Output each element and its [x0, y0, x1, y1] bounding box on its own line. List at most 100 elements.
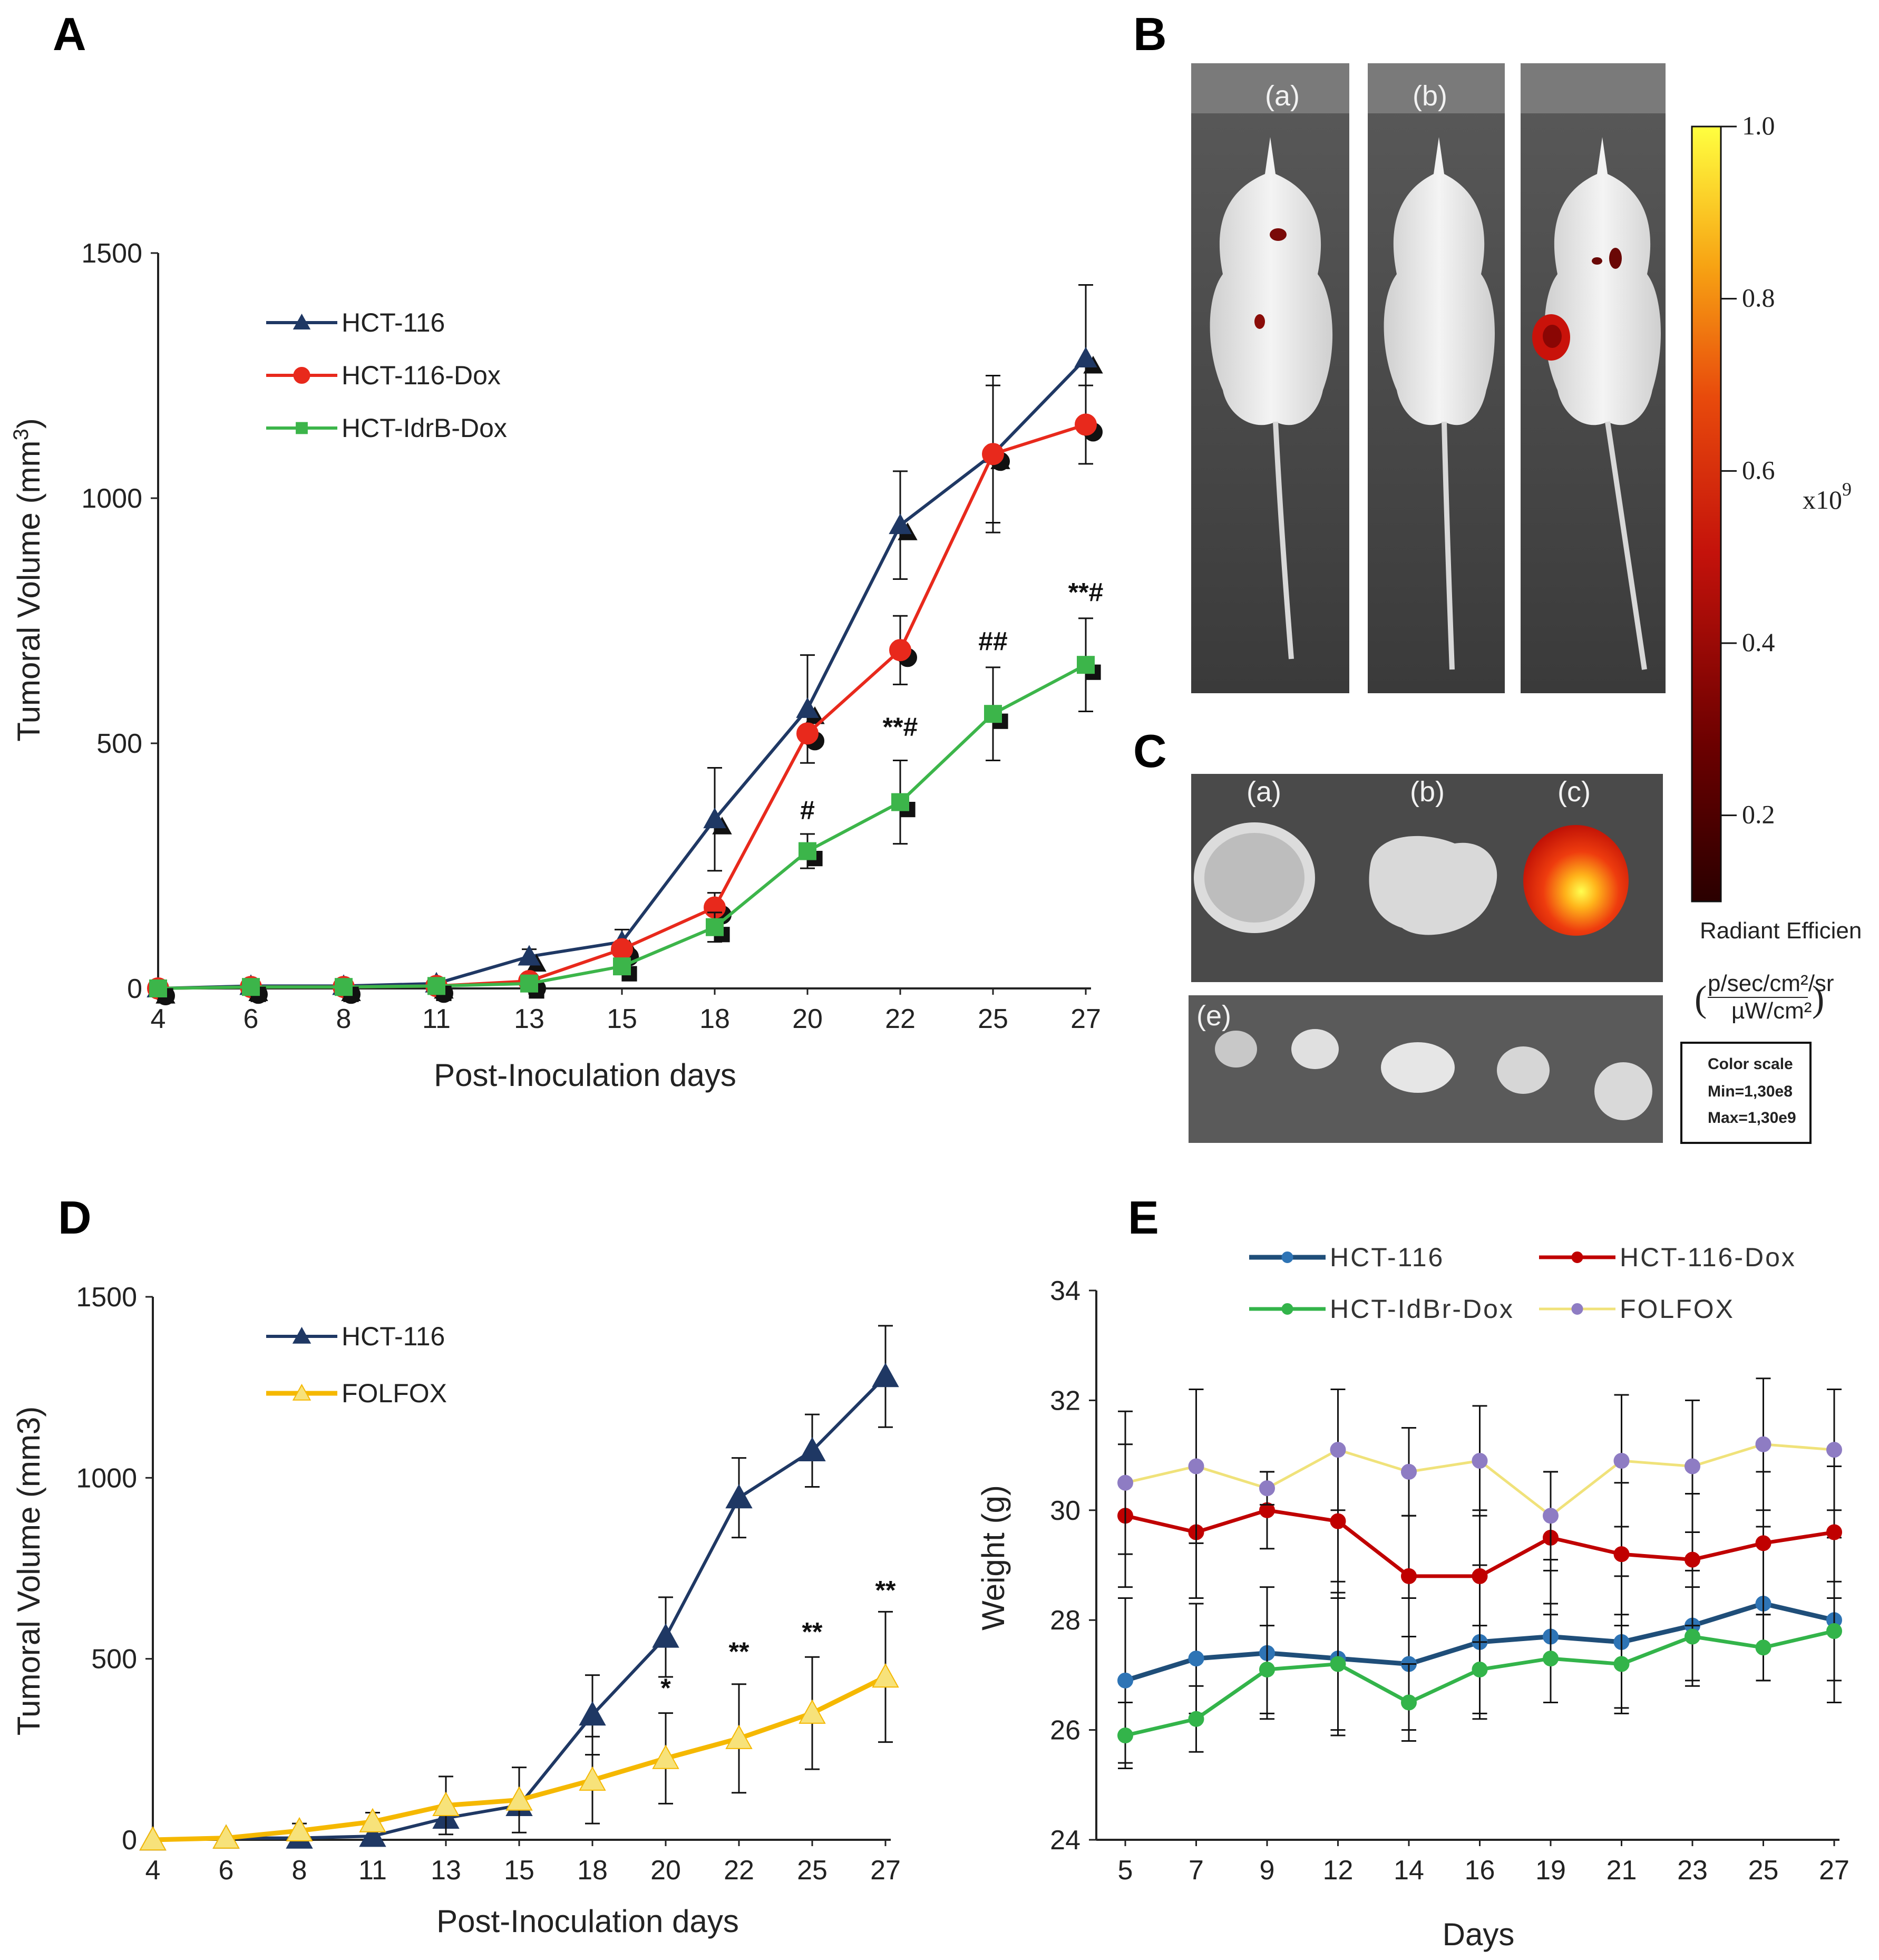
chart-d-data-point: [139, 1826, 167, 1851]
chart-e-x-tick-label: 12: [1323, 1855, 1354, 1886]
chart-e-x-tick-label: 5: [1118, 1855, 1133, 1886]
chart-e-y-tick-label: 30: [1050, 1496, 1080, 1526]
chart-a-data-point: [1077, 656, 1095, 674]
chart-e-x-tick-label: 23: [1677, 1855, 1708, 1886]
chart-d-data-point: [872, 1363, 899, 1387]
chart-e-data-point: [1685, 1458, 1700, 1474]
chart-e-legend-item: HCT-116-Dox: [1539, 1243, 1795, 1272]
chart-a-x-tick-label: 8: [336, 1004, 352, 1034]
chart-a-data-point: [149, 979, 167, 997]
colorbar: x109 Radiant Efficien ( ) p/sec/cm²/sr µ…: [1680, 111, 1862, 1144]
chart-e-legend-label: HCT-116: [1330, 1243, 1444, 1272]
chart-a-series-hct-116: [147, 284, 1103, 1004]
chart-d-legend-label: HCT-116: [342, 1322, 445, 1351]
mouse-label-b: (b): [1413, 80, 1447, 112]
chart-e-legend-item: HCT-IdBr-Dox: [1249, 1294, 1514, 1324]
chart-e-data-point: [1401, 1568, 1417, 1584]
panel-letter-c: C: [1133, 725, 1167, 777]
colorbar-title: Radiant Efficien: [1700, 918, 1862, 944]
colorbar-gradient: [1691, 125, 1722, 903]
chart-d-x-tick-label: 4: [145, 1855, 161, 1886]
chart-d-data-point: [359, 1822, 386, 1847]
chart-e-data-point: [1826, 1524, 1842, 1540]
colorbar-units-open-paren: (: [1695, 979, 1707, 1020]
chart-e-x-tick-label: 27: [1819, 1855, 1849, 1886]
chart-d-x-tick-label: 22: [724, 1855, 754, 1886]
colorbar-tick-label: 0.2: [1742, 800, 1775, 829]
chart-a-x-tick-label: 11: [422, 1004, 451, 1034]
chart-e-data-point: [1613, 1546, 1630, 1563]
mouse-photo-a: [1191, 63, 1349, 693]
chart-a-y-tick-label: 500: [96, 729, 142, 759]
panel-letter-b: B: [1133, 8, 1167, 60]
colorbar-units-numerator: p/sec/cm²/sr: [1708, 971, 1834, 996]
color-scale-min: Min=1,30e8: [1708, 1083, 1793, 1100]
chart-a-data-point: [335, 978, 353, 996]
tumor-label-b: (b): [1410, 776, 1445, 808]
chart-d-data-point: [799, 1699, 826, 1724]
chart-e-x-tick-label: 25: [1748, 1855, 1779, 1886]
chart-a-x-tick-label: 15: [607, 1004, 637, 1034]
chart-d-data-point: [579, 1766, 606, 1791]
chart-e-data-point: [1755, 1639, 1771, 1656]
chart-d-data-point: [872, 1663, 899, 1688]
mouse-photo-c: [1521, 63, 1666, 693]
panel-letter-a: A: [53, 8, 86, 60]
chart-e-data-point: [1188, 1458, 1204, 1474]
chart-e-weight: 24 26 28 30 32 34 5 7 9 12 14 16 19 21 23 25 27 Days Weigh…: [976, 1243, 1849, 1952]
chart-e-legend-item: FOLFOX: [1539, 1294, 1735, 1324]
chart-d-significance-annotation: **: [875, 1575, 896, 1605]
chart-a-legend-marker: [293, 367, 310, 384]
chart-a-data-point: [796, 697, 819, 718]
chart-d-data-point: [505, 1786, 533, 1811]
mouse-photo-b: [1368, 63, 1505, 693]
chart-e-data-point: [1613, 1656, 1630, 1672]
chart-a-y-tick-label: 1000: [81, 483, 142, 514]
chart-e-series-hct-idbr-dox: [1117, 1580, 1842, 1770]
chart-e-y-tick-label: 28: [1050, 1605, 1080, 1636]
chart-e-data-point: [1543, 1508, 1559, 1524]
chart-d-data-point: [652, 1623, 679, 1648]
chart-e-x-tick-label: 16: [1465, 1855, 1495, 1886]
chart-a-data-point: [1075, 413, 1097, 436]
chart-d-y-tick-label: 0: [122, 1825, 137, 1856]
chart-a-data-point: [1074, 346, 1097, 367]
chart-d-y-label: Tumoral Volume (mm3): [11, 1406, 46, 1736]
chart-d-data-point: [725, 1724, 753, 1749]
chart-e-legend-label: FOLFOX: [1620, 1294, 1735, 1324]
chart-a-data-point: [796, 722, 819, 745]
chart-d-x-label: Post-Inoculation days: [436, 1904, 739, 1939]
chart-e-data-point: [1826, 1623, 1842, 1639]
chart-d-significance-annotation: *: [660, 1673, 671, 1703]
chart-e-x-tick-label: 19: [1535, 1855, 1566, 1886]
chart-a-x-tick-label: 6: [244, 1004, 259, 1034]
chart-d-legend-marker: [292, 1383, 311, 1401]
chart-e-legend-label: HCT-IdBr-Dox: [1330, 1294, 1514, 1324]
chart-d-x-tick-label: 6: [219, 1855, 234, 1886]
chart-e-data-point: [1401, 1463, 1417, 1480]
chart-a-data-point: [982, 443, 1004, 465]
chart-a-data-point: [891, 793, 909, 811]
chart-d-legend-label: FOLFOX: [342, 1379, 447, 1408]
chart-e-data-point: [1117, 1474, 1133, 1491]
chart-a-x-label: Post-Inoculation days: [434, 1057, 736, 1093]
tumor-label-a: (a): [1247, 776, 1281, 808]
chart-d-y-tick-label: 1500: [76, 1282, 137, 1313]
chart-a-data-point: [242, 978, 260, 996]
chart-e-data-point: [1188, 1651, 1204, 1667]
chart-e-data-point: [1685, 1551, 1700, 1568]
chart-d-series-folfox: [139, 1610, 899, 1851]
chart-d-x-tick-label: 8: [292, 1855, 307, 1886]
chart-d-legend-item: FOLFOX: [266, 1379, 447, 1408]
chart-e-data-point: [1401, 1694, 1417, 1711]
chart-a-series-hct-idrb-dox: [149, 617, 1101, 1004]
chart-a-x-tick-label: 22: [885, 1004, 916, 1034]
chart-d-x-tick-label: 15: [504, 1855, 534, 1886]
chart-e-y-tick-label: 32: [1050, 1385, 1080, 1416]
chart-a-data-point: [518, 945, 541, 966]
chart-a-legend-label: HCT-IdrB-Dox: [342, 413, 507, 443]
chart-a-x-tick-label: 13: [514, 1004, 544, 1034]
chart-a-line: [158, 423, 1086, 990]
chart-e-data-point: [1755, 1535, 1771, 1551]
chart-d-x-tick-label: 25: [797, 1855, 827, 1886]
